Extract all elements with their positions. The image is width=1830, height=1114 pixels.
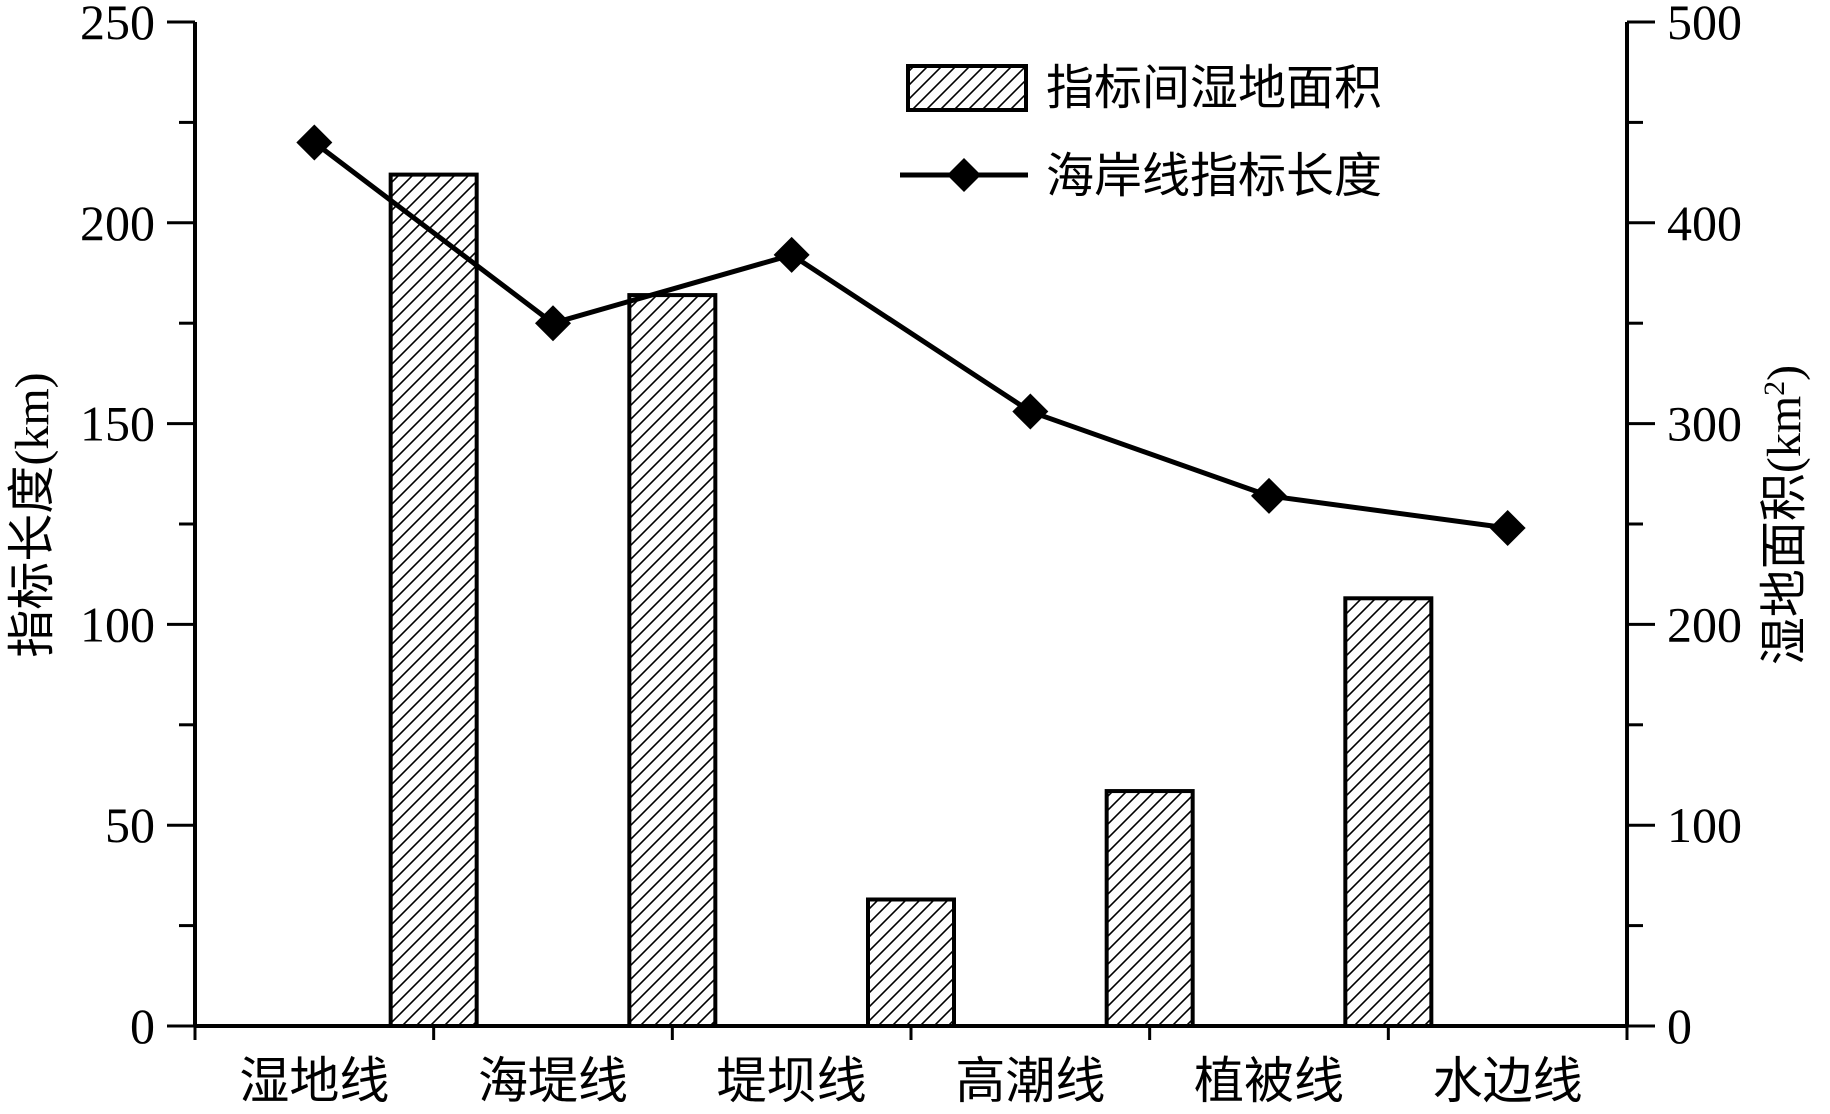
data-point-diamond xyxy=(1012,393,1049,430)
x-category-label: 堤坝线 xyxy=(717,1053,867,1109)
bar xyxy=(388,172,479,1029)
x-category-label: 湿地线 xyxy=(239,1053,389,1109)
bar xyxy=(627,293,718,1028)
right-tick-label: 0 xyxy=(1667,998,1692,1054)
legend-bar-swatch xyxy=(906,64,1028,112)
axes xyxy=(167,20,1655,1040)
left-tick-label: 150 xyxy=(80,396,155,452)
right-axis-title-sup: 2 xyxy=(1758,381,1791,396)
x-category-label: 植被线 xyxy=(1194,1053,1344,1109)
right-tick-label: 100 xyxy=(1667,797,1742,853)
legend-line-label: 海岸线指标长度 xyxy=(1046,150,1382,203)
right-tick-label: 500 xyxy=(1667,0,1742,50)
data-point-diamond xyxy=(535,305,571,342)
data-point-diamond xyxy=(1489,510,1526,547)
data-point-diamond xyxy=(1251,477,1287,514)
left-tick-label: 250 xyxy=(80,0,155,50)
legend-bar-label: 指标间湿地面积 xyxy=(1046,62,1382,115)
right-tick-label: 200 xyxy=(1667,596,1742,652)
bar-series xyxy=(388,172,1434,1029)
right-axis-title-main: 湿地面积(km xyxy=(1758,396,1811,665)
left-tick-label: 100 xyxy=(80,596,155,652)
line-series xyxy=(296,124,1526,547)
bar xyxy=(1343,596,1434,1029)
left-tick-label: 50 xyxy=(105,797,155,853)
data-point-diamond xyxy=(773,236,810,273)
x-category-label: 海堤线 xyxy=(478,1053,628,1109)
left-axis-title: 指标长度(km) xyxy=(6,372,59,657)
right-axis-title-close: ) xyxy=(1758,365,1811,381)
right-axis-title: 湿地面积(km2) xyxy=(1758,365,1811,665)
x-category-label: 水边线 xyxy=(1433,1053,1583,1109)
series-line xyxy=(312,140,1509,531)
bar xyxy=(1104,789,1195,1029)
tick-labels: 0 50 100 150 200 250 0 100 200 300 400 500 湿地线 海堤线 堤坝线… xyxy=(80,0,1742,1109)
x-category-label: 高潮线 xyxy=(955,1053,1105,1109)
right-tick-label: 300 xyxy=(1667,396,1742,452)
legend-diamond-icon xyxy=(947,158,981,192)
bar xyxy=(866,897,956,1028)
left-tick-label: 200 xyxy=(80,195,155,251)
data-point-diamond xyxy=(296,124,333,161)
legend: 指标间湿地面积 海岸线指标长度 xyxy=(900,62,1382,203)
right-tick-label: 400 xyxy=(1667,195,1742,251)
left-tick-label: 0 xyxy=(130,998,155,1054)
